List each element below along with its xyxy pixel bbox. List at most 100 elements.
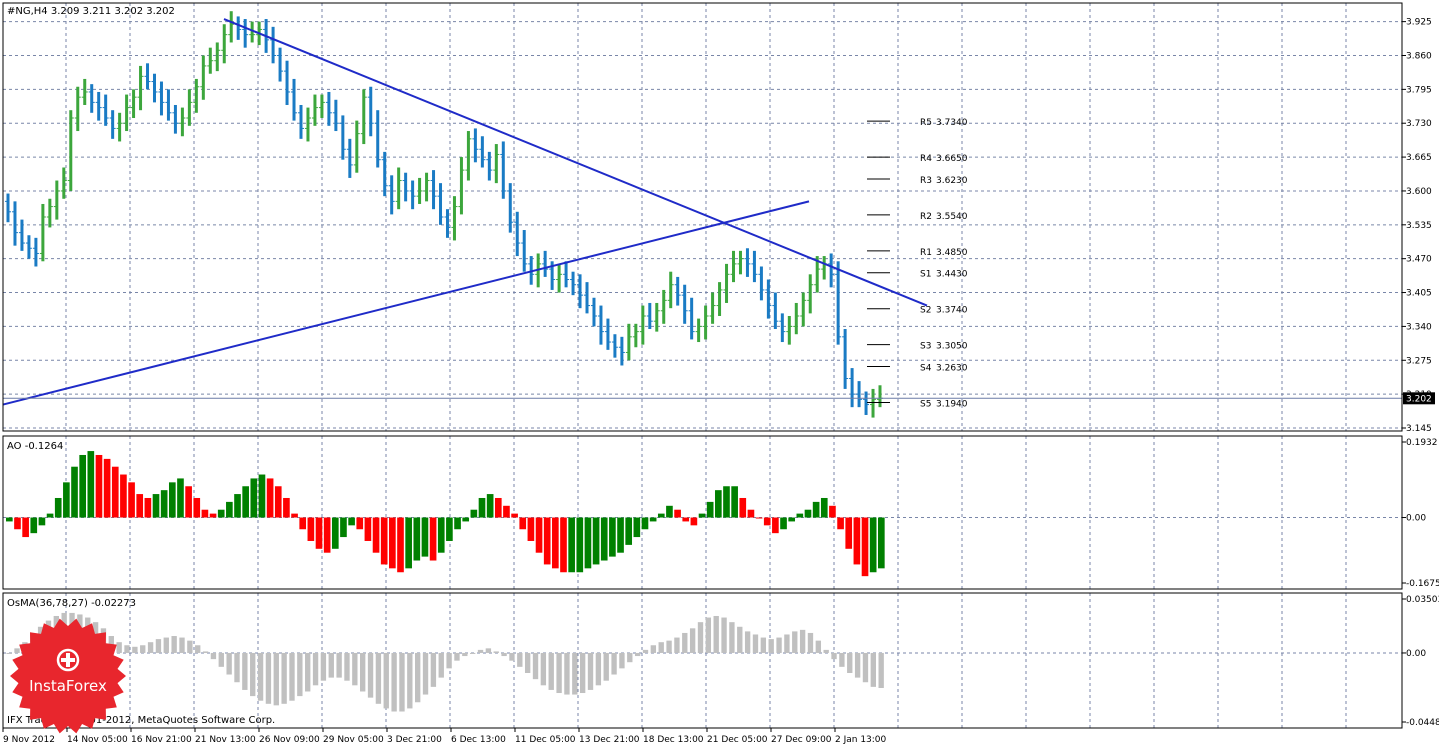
price-bar	[835, 261, 842, 345]
osma-bar	[140, 645, 146, 653]
price-bar-body	[271, 26, 275, 64]
price-bar	[863, 391, 870, 415]
osma-bar	[815, 640, 822, 653]
pivot-level-value: 3.3050	[936, 342, 968, 352]
price-bar	[514, 211, 521, 257]
pivot-level-value: 3.4850	[936, 248, 968, 258]
ao-bar	[87, 451, 95, 518]
ao-bar	[470, 509, 478, 518]
price-bar	[660, 289, 667, 324]
ao-bar	[234, 494, 241, 518]
ao-bar	[405, 517, 412, 569]
time-axis-label: 2 Jan 13:00	[835, 735, 887, 745]
price-bar	[109, 110, 116, 139]
ao-bar	[788, 517, 796, 522]
price-bar-body	[229, 11, 233, 43]
price-bar-body	[780, 313, 784, 343]
pivot-level-value: 3.5540	[936, 212, 968, 222]
price-bar-body	[166, 89, 170, 121]
price-bar	[563, 261, 570, 288]
price-bar-body	[787, 315, 791, 345]
ao-bar	[592, 517, 600, 565]
price-panel[interactable]: R5 3.7340 R4 3.6650 R3 3.6230 R2 3.5540 R1 3.4850…	[2, 11, 1402, 418]
osma-bar	[407, 652, 413, 709]
price-bar	[653, 302, 660, 332]
pivot-level: R4 3.6650	[920, 154, 968, 164]
price-bar	[786, 315, 793, 345]
price-bar	[611, 334, 618, 358]
osma-bar	[784, 634, 790, 653]
pivot-level-name: R1	[920, 248, 932, 258]
ao-bar	[600, 517, 608, 561]
price-bar-body	[759, 266, 763, 301]
price-bar-body	[187, 89, 191, 126]
price-bar-body	[69, 110, 73, 191]
osma-bar	[320, 652, 327, 681]
osma-bar	[289, 652, 295, 701]
price-bar	[618, 336, 625, 366]
osma-bar	[579, 652, 586, 694]
price-bar-body	[425, 172, 429, 202]
ao-bar	[258, 474, 266, 518]
ao-bar	[527, 517, 535, 541]
price-bar-body	[104, 94, 108, 126]
price-bar-body	[362, 89, 366, 145]
indicator-tick-label: 0.03503	[1406, 595, 1439, 605]
osma-bar	[485, 648, 492, 653]
osma-bar	[839, 652, 845, 667]
price-bar	[151, 73, 158, 103]
osma-bar	[792, 631, 798, 653]
osma-bar	[422, 652, 429, 695]
price-bar-body	[732, 250, 736, 283]
price-bar-body	[662, 289, 666, 324]
price-bar	[5, 193, 11, 223]
osma-bar	[713, 615, 719, 653]
osma-bar	[744, 631, 751, 653]
ao-title: AO -0.1264	[7, 441, 63, 452]
price-bar	[856, 381, 863, 408]
copyright-text: IFX Trader, © 2001-2012, MetaQuotes Soft…	[7, 715, 275, 726]
price-bar-body	[480, 136, 484, 168]
price-bar	[590, 297, 597, 327]
pivot-level-name: S2	[920, 306, 931, 316]
ao-bar	[763, 517, 771, 526]
price-bar	[632, 323, 639, 348]
price-bar	[444, 209, 451, 238]
price-bar-body	[236, 16, 240, 40]
osma-bar	[312, 652, 319, 686]
ao-bar	[739, 497, 747, 518]
price-bar	[723, 263, 730, 303]
price-tick-label: 3.730	[1406, 119, 1432, 129]
price-bar-body	[459, 157, 463, 215]
indicator-tick-label: -0.04481	[1406, 718, 1439, 728]
price-bar	[402, 172, 409, 202]
ao-bar	[609, 517, 616, 557]
osma-bar	[556, 652, 562, 694]
price-bar	[318, 94, 325, 119]
price-bar-body	[278, 47, 282, 82]
ao-bar	[649, 517, 657, 522]
pivot-level-name: R2	[920, 212, 932, 222]
price-bar-body	[829, 253, 833, 288]
price-bar	[625, 323, 632, 361]
ao-bar	[46, 513, 54, 518]
price-bar-body	[55, 180, 59, 220]
ao-bar	[845, 517, 853, 549]
price-bar	[870, 388, 877, 418]
ao-bar	[560, 517, 567, 573]
price-bar-body	[592, 297, 596, 327]
price-bar	[60, 167, 67, 199]
ao-bar	[780, 517, 787, 530]
osma-bar	[250, 652, 256, 697]
ao-bar	[772, 517, 779, 534]
ao-bar	[869, 517, 877, 573]
osma-bar	[705, 617, 712, 653]
ao-panel[interactable]	[6, 451, 885, 577]
ao-bar	[625, 517, 633, 545]
pivot-level-value: 3.6650	[936, 154, 968, 164]
osma-bar	[807, 632, 814, 653]
ao-bar	[511, 513, 518, 518]
price-bar-body	[808, 274, 812, 314]
indicator-tick-label: 0.1932	[1406, 438, 1438, 448]
price-bar	[67, 110, 74, 191]
